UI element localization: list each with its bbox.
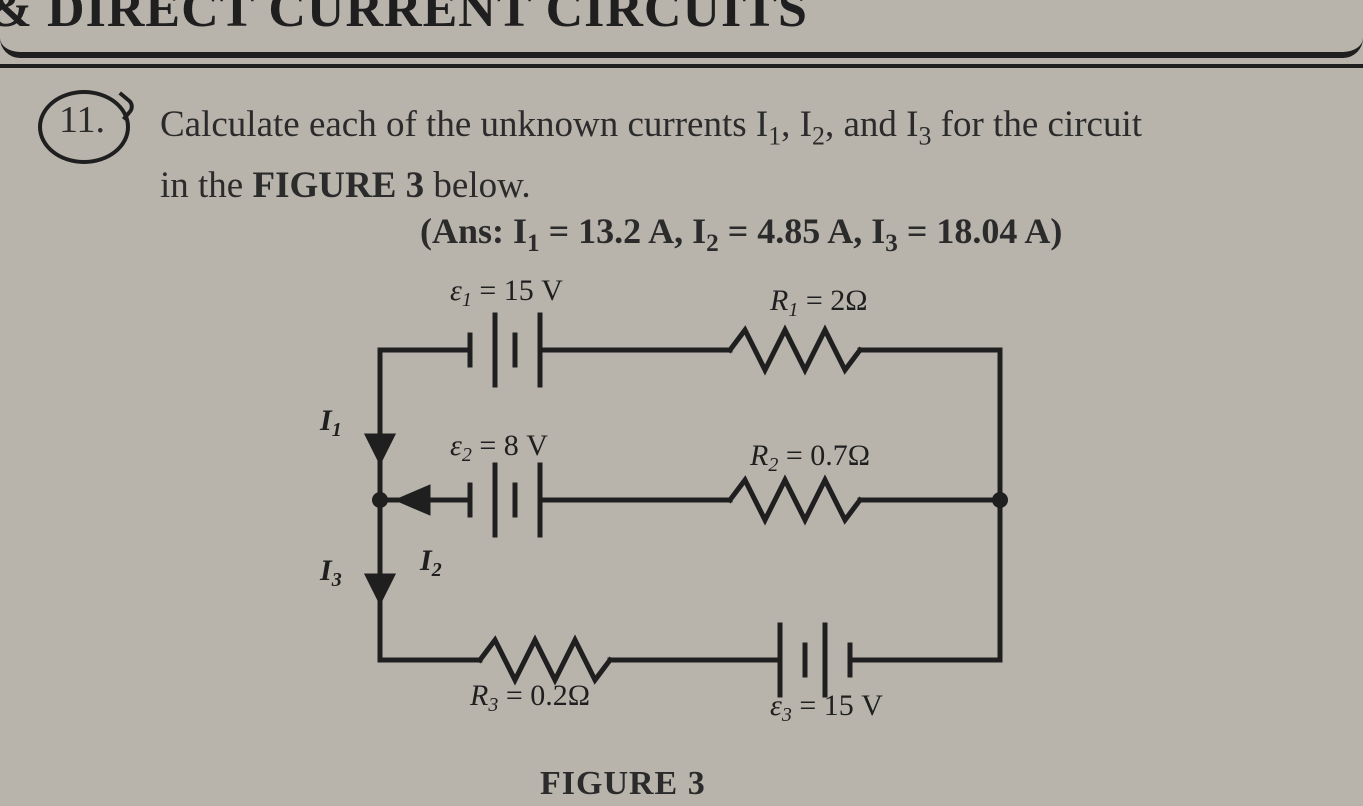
label-i2: I2 xyxy=(419,544,442,581)
subscript: 3 xyxy=(918,121,931,150)
page: T & DIRECT CURRENT CIRCUITS 11. Calculat… xyxy=(0,0,1363,806)
qtext-part: , I xyxy=(781,104,812,145)
qtext-part: for the circuit xyxy=(931,104,1142,145)
label-e1: ε1 = 15 V xyxy=(450,274,563,311)
figure-caption: FIGURE 3 xyxy=(540,765,706,803)
answer-text: (Ans: I1 = 13.2 A, I2 = 4.85 A, I3 = 18.… xyxy=(420,210,1340,258)
horizontal-rule xyxy=(0,64,1363,68)
chapter-title-fragment: T & DIRECT CURRENT CIRCUITS xyxy=(0,0,808,39)
node-left xyxy=(372,492,388,508)
subscript: 1 xyxy=(768,121,781,150)
label-r2: R2 = 0.7Ω xyxy=(749,439,870,476)
subscript: 2 xyxy=(812,121,825,150)
arrow-i2 xyxy=(400,488,428,512)
ans-part: = 18.04 A) xyxy=(898,211,1063,251)
node-right xyxy=(992,492,1008,508)
header-box-border xyxy=(0,38,1363,58)
label-e3: ε3 = 15 V xyxy=(770,689,883,726)
label-i3: I3 xyxy=(319,554,342,591)
label-r3: R3 = 0.2Ω xyxy=(469,679,590,716)
ans-part: = 4.85 A, I xyxy=(719,211,886,251)
arrow-i3 xyxy=(368,576,392,600)
qtext-part: in the xyxy=(160,165,252,206)
question-number-text: 11. xyxy=(38,98,126,142)
qtext-part: below. xyxy=(424,165,531,206)
ans-part: = 13.2 A, I xyxy=(540,211,707,251)
label-e2: ε2 = 8 V xyxy=(450,429,548,466)
arrow-i1 xyxy=(368,436,392,460)
subscript: 1 xyxy=(527,230,540,257)
label-i1: I1 xyxy=(319,404,342,441)
question-text: Calculate each of the unknown currents I… xyxy=(160,96,1330,214)
qtext-part: , and I xyxy=(825,104,919,145)
question-number: 11. xyxy=(38,90,124,158)
label-r1: R1 = 2Ω xyxy=(769,284,868,321)
figure-ref: FIGURE 3 xyxy=(252,165,424,206)
subscript: 2 xyxy=(706,230,719,257)
circuit-diagram: ε1 = 15 V R1 = 2Ω ε2 = 8 V R2 = 0.7Ω R3 … xyxy=(300,260,1080,740)
ans-part: (Ans: I xyxy=(420,211,527,251)
subscript: 3 xyxy=(885,230,898,257)
qtext-part: Calculate each of the unknown currents I xyxy=(160,104,768,145)
